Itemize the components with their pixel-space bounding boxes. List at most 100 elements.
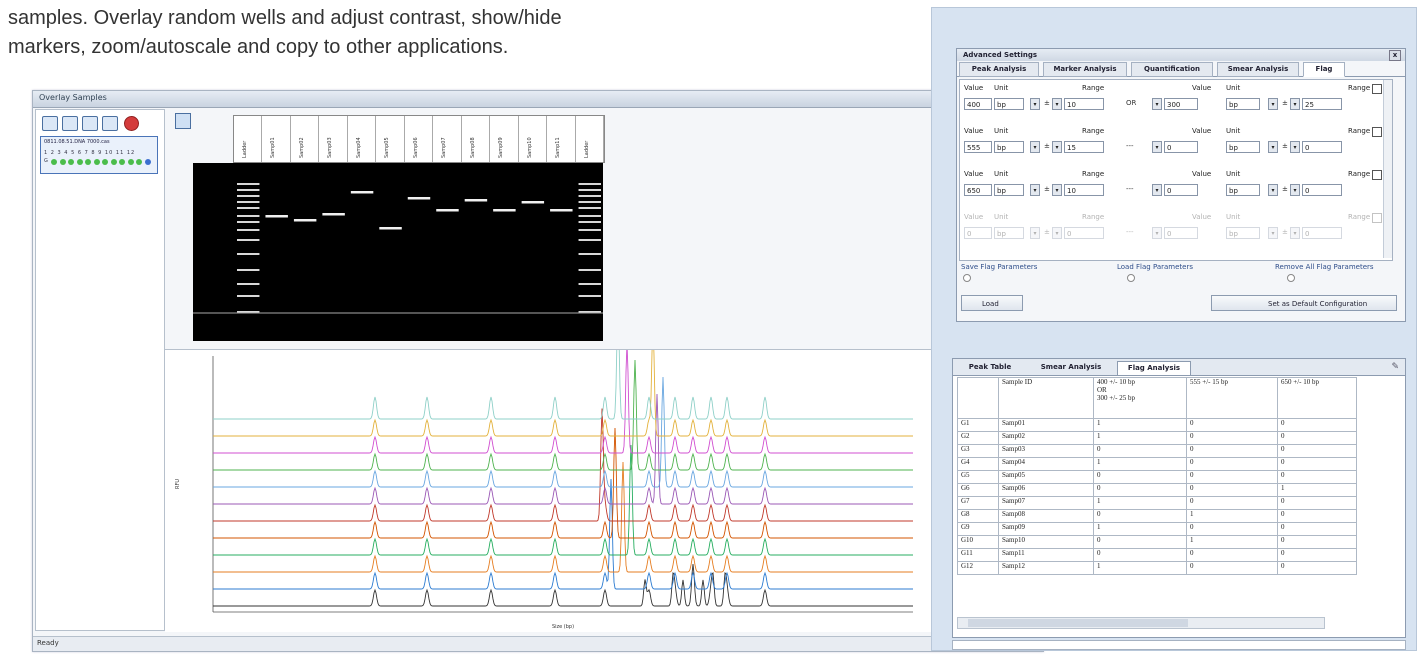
lane-header[interactable]: Samp03 [319, 116, 348, 162]
range2-field[interactable]: 25 [1302, 98, 1342, 110]
save-flag-link[interactable]: Save Flag Parameters [961, 263, 1038, 271]
unit-dropdown[interactable]: ▾ [1030, 98, 1040, 110]
range-dropdown[interactable]: ▾ [1052, 184, 1062, 196]
unit2-dropdown[interactable]: ▾ [1268, 184, 1278, 196]
window-titlebar[interactable]: Overlay Samples [33, 91, 1043, 108]
unit-field[interactable]: bp [994, 184, 1024, 196]
stop-icon[interactable] [124, 116, 139, 131]
plate-well-6[interactable] [93, 159, 100, 165]
view-panel-icon[interactable] [82, 116, 98, 131]
value2-dropdown[interactable]: ▾ [1152, 141, 1162, 153]
table-row[interactable]: G9 Samp09 1 0 0 [957, 522, 1357, 536]
lane-header[interactable]: Samp09 [490, 116, 519, 162]
plate-well-12[interactable] [144, 159, 151, 165]
value2-field[interactable]: 0 [1164, 227, 1198, 239]
column-header[interactable]: 400 +/- 10 bp OR 300 +/- 25 bp [1093, 377, 1187, 419]
load-flag-link[interactable]: Load Flag Parameters [1117, 263, 1194, 271]
plate-well-2[interactable] [59, 159, 66, 165]
plate-well-5[interactable] [85, 159, 91, 165]
table-row[interactable]: G7 Samp07 1 0 0 [957, 496, 1357, 510]
plate-well-4[interactable] [76, 159, 83, 165]
unit2-field[interactable]: bp [1226, 184, 1260, 196]
table-row[interactable]: G4 Samp04 1 0 0 [957, 457, 1357, 471]
column-header[interactable]: Sample ID [998, 377, 1094, 419]
load-flag-radio[interactable] [1127, 274, 1135, 282]
flag-enable-checkbox[interactable] [1372, 127, 1382, 137]
flag-enable-checkbox[interactable] [1372, 170, 1382, 180]
lane-header[interactable]: Samp01 [262, 116, 291, 162]
table-row[interactable]: G2 Samp02 1 0 0 [957, 431, 1357, 445]
unit-dropdown[interactable]: ▾ [1030, 227, 1040, 239]
table-hscrollbar[interactable] [957, 617, 1325, 629]
save-flag-radio[interactable] [963, 274, 971, 282]
gel-zoom-icon[interactable] [175, 113, 191, 129]
load-button[interactable]: Load [961, 295, 1023, 311]
tab-smear-analysis[interactable]: Smear Analysis [1217, 62, 1299, 77]
range-field[interactable]: 15 [1064, 141, 1104, 153]
unit2-field[interactable]: bp [1226, 141, 1260, 153]
view-chart-icon[interactable] [102, 116, 118, 131]
range-field[interactable]: 10 [1064, 98, 1104, 110]
table-row[interactable]: G10 Samp10 0 1 0 [957, 535, 1357, 549]
column-header[interactable] [957, 377, 999, 419]
unit2-dropdown[interactable]: ▾ [1268, 98, 1278, 110]
range2-field[interactable]: 0 [1302, 141, 1342, 153]
range-dropdown[interactable]: ▾ [1052, 98, 1062, 110]
plate-well-9[interactable] [119, 159, 125, 165]
lane-header[interactable]: Samp04 [348, 116, 377, 162]
plate-well-8[interactable] [110, 159, 117, 165]
flag-enable-checkbox[interactable] [1372, 84, 1382, 94]
value2-field[interactable]: 0 [1164, 141, 1198, 153]
table-row[interactable]: G11 Samp11 0 0 0 [957, 548, 1357, 562]
range2-dropdown[interactable]: ▾ [1290, 227, 1300, 239]
range2-dropdown[interactable]: ▾ [1290, 184, 1300, 196]
range-field[interactable]: 0 [1064, 227, 1104, 239]
unit2-dropdown[interactable]: ▾ [1268, 141, 1278, 153]
plate-well-3[interactable] [68, 159, 74, 165]
table-row[interactable]: G6 Samp06 0 0 1 [957, 483, 1357, 497]
range-field[interactable]: 10 [1064, 184, 1104, 196]
column-header[interactable]: 650 +/- 10 bp [1277, 377, 1357, 419]
table-row[interactable]: G3 Samp03 0 0 0 [957, 444, 1357, 458]
unit2-field[interactable]: bp [1226, 98, 1260, 110]
value-field[interactable]: 650 [964, 184, 992, 196]
tab-peak-analysis[interactable]: Peak Analysis [959, 62, 1039, 77]
remove-flag-radio[interactable] [1287, 274, 1295, 282]
range2-dropdown[interactable]: ▾ [1290, 98, 1300, 110]
plate-well-11[interactable] [136, 159, 142, 165]
value-field[interactable]: 555 [964, 141, 992, 153]
tab-marker-analysis[interactable]: Marker Analysis [1043, 62, 1127, 77]
tab-smear-analysis[interactable]: Smear Analysis [1040, 363, 1102, 371]
unit-dropdown[interactable]: ▾ [1030, 184, 1040, 196]
plate-well-7[interactable] [102, 159, 108, 165]
value-field[interactable]: 0 [964, 227, 992, 239]
range2-dropdown[interactable]: ▾ [1290, 141, 1300, 153]
lane-header[interactable]: Samp02 [291, 116, 320, 162]
table-row[interactable]: G1 Samp01 1 0 0 [957, 418, 1357, 432]
tab-flag[interactable]: Flag [1303, 62, 1345, 77]
lane-header[interactable]: Samp08 [462, 116, 491, 162]
lane-header[interactable]: Ladder [234, 116, 263, 162]
range-dropdown[interactable]: ▾ [1052, 227, 1062, 239]
view-grid-icon[interactable] [62, 116, 78, 131]
range2-field[interactable]: 0 [1302, 184, 1342, 196]
flag-enable-checkbox[interactable] [1372, 213, 1382, 223]
value2-dropdown[interactable]: ▾ [1152, 184, 1162, 196]
table-row[interactable]: G5 Samp05 0 0 0 [957, 470, 1357, 484]
value2-dropdown[interactable]: ▾ [1152, 227, 1162, 239]
pin-icon[interactable]: ✎ [1391, 362, 1399, 372]
unit2-dropdown[interactable]: ▾ [1268, 227, 1278, 239]
column-header[interactable]: 555 +/- 15 bp [1186, 377, 1278, 419]
table-row[interactable]: G12 Samp12 1 0 0 [957, 561, 1357, 575]
tab-peak-table[interactable]: Peak Table [968, 363, 1012, 371]
value2-dropdown[interactable]: ▾ [1152, 98, 1162, 110]
plate-well-10[interactable] [127, 159, 134, 165]
unit-field[interactable]: bp [994, 227, 1024, 239]
remove-flag-link[interactable]: Remove All Flag Parameters [1275, 263, 1374, 271]
flag-scrollbar[interactable] [1383, 80, 1392, 258]
unit-dropdown[interactable]: ▾ [1030, 141, 1040, 153]
tab-quantification[interactable]: Quantification [1131, 62, 1213, 77]
lane-header[interactable]: Samp10 [519, 116, 548, 162]
tab-flag-analysis[interactable]: Flag Analysis [1117, 361, 1191, 375]
lane-header[interactable]: Samp05 [376, 116, 405, 162]
